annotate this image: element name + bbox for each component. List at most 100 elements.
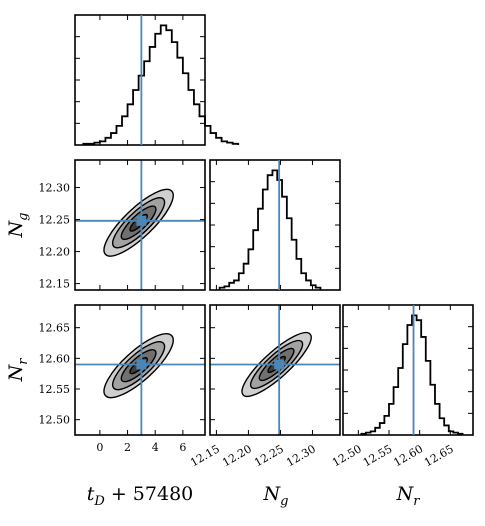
x-axis-label-Ng: Ng [263,483,289,509]
y-tick-label-Ng: 12.20 [39,246,71,259]
x-tick-label-Nr: 12.65 [422,442,456,469]
x-tick-label-Nr: 12.50 [330,442,364,469]
y-tick-label-Nr: 12.60 [39,352,71,365]
x-tick-label-tD: 0 [96,441,103,454]
y-tick-label-Nr: 12.55 [39,383,71,396]
hist-bin-Ng [224,286,229,290]
hist-bin-tD [188,90,194,145]
histogram-step-tD [82,24,240,145]
y-tick-label-Nr: 12.65 [39,322,71,335]
hist-bin-tD [161,25,167,145]
hist-bin-tD [105,138,111,145]
truth-marker [274,359,285,370]
hist-bin-tD [233,144,239,145]
x-tick-label-tD: 2 [124,441,131,454]
hist-bin-Ng [272,170,277,290]
histogram-tD [74,14,240,146]
hist-bin-Ng [296,259,301,290]
panel-frame [74,159,206,291]
hist-bin-Nr [426,361,431,435]
hist-bin-tD [89,144,95,145]
hist-bin-Ng [258,209,263,290]
hist-bin-tD [155,34,161,145]
hist-bin-Nr [444,425,449,435]
hist-bin-tD [144,61,150,145]
x-tick-label-Nr: 12.60 [391,442,425,469]
hist-bin-Nr [430,385,435,435]
hist-bin-Ng [263,190,268,290]
hist-bin-tD [205,126,211,145]
hist-bin-Ng [306,280,311,290]
hist-bin-tD [128,104,134,145]
x-tick-label-Ng: 12.15 [188,442,222,469]
y-tick-label-Ng: 12.30 [39,182,71,195]
hist-bin-tD [199,116,205,145]
hist-bin-Nr [403,344,408,435]
hist-bin-Nr [371,431,376,435]
histogram-Nr [342,304,474,436]
histogram-Ng [209,159,341,291]
histogram-step-Nr [360,314,464,435]
hist-bin-Ng [287,218,292,290]
hist-bin-Ng [244,264,249,290]
x-tick-label-Ng: 12.30 [284,442,318,469]
x-axis-label-Nr: Nr [396,483,421,509]
hist-bin-Nr [389,404,394,435]
contour-panel-tD-Ng [74,159,206,291]
hist-bin-Nr [398,368,403,435]
hist-bin-Nr [380,423,385,435]
hist-bin-Ng [229,283,234,290]
truth-marker [136,359,147,370]
hist-bin-tD [100,141,106,145]
hist-bin-tD [183,73,189,145]
hist-bin-tD [227,143,233,145]
hist-bin-Ng [248,249,253,290]
hist-bin-tD [177,58,183,145]
hist-bin-tD [122,116,128,145]
y-axis-label-Ng: Ng [5,213,31,239]
hist-bin-Nr [361,434,366,435]
x-tick-label-Nr: 12.55 [361,442,395,469]
hist-bin-Nr [453,433,458,435]
contour-panel-Ng-Nr [209,304,341,436]
hist-bin-Ng [316,288,321,290]
hist-bin-Ng [234,280,239,290]
hist-bin-Nr [421,337,426,435]
hist-bin-tD [166,30,172,145]
hist-bin-Ng [268,175,273,290]
hist-bin-Nr [384,416,389,435]
hist-bin-Ng [253,230,258,290]
hist-bin-Nr [449,431,454,435]
x-tick-label-tD: 4 [152,441,159,454]
truth-marker [136,215,147,226]
y-tick-label-Ng: 12.15 [39,278,71,291]
hist-bin-Ng [311,285,316,290]
hist-bin-tD [116,126,122,145]
x-tick-label-Ng: 12.25 [252,442,286,469]
hist-bin-Nr [458,434,463,435]
x-axis-label-tD: tD + 57480 [87,483,194,509]
x-tick-label-tD: 6 [179,441,186,454]
y-axis-label-Nr: Nr [5,358,31,383]
hist-bin-Nr [375,428,380,435]
hist-bin-tD [222,141,228,145]
hist-bin-Nr [366,433,371,435]
hist-bin-tD [194,104,200,145]
x-tick-label-Ng: 12.20 [220,442,254,469]
hist-bin-tD [133,90,139,145]
hist-bin-Nr [417,320,422,435]
panel-frame [74,304,206,436]
hist-bin-tD [216,138,222,145]
hist-bin-Ng [282,197,287,290]
hist-bin-Nr [394,387,399,435]
hist-bin-tD [150,47,156,145]
hist-bin-tD [111,133,117,145]
hist-bin-tD [83,144,89,145]
hist-bin-Nr [407,325,412,435]
hist-bin-Nr [440,418,445,435]
panel-frame [209,304,341,436]
histogram-step-Ng [218,169,322,290]
hist-bin-Ng [292,240,297,290]
hist-bin-tD [211,133,217,145]
